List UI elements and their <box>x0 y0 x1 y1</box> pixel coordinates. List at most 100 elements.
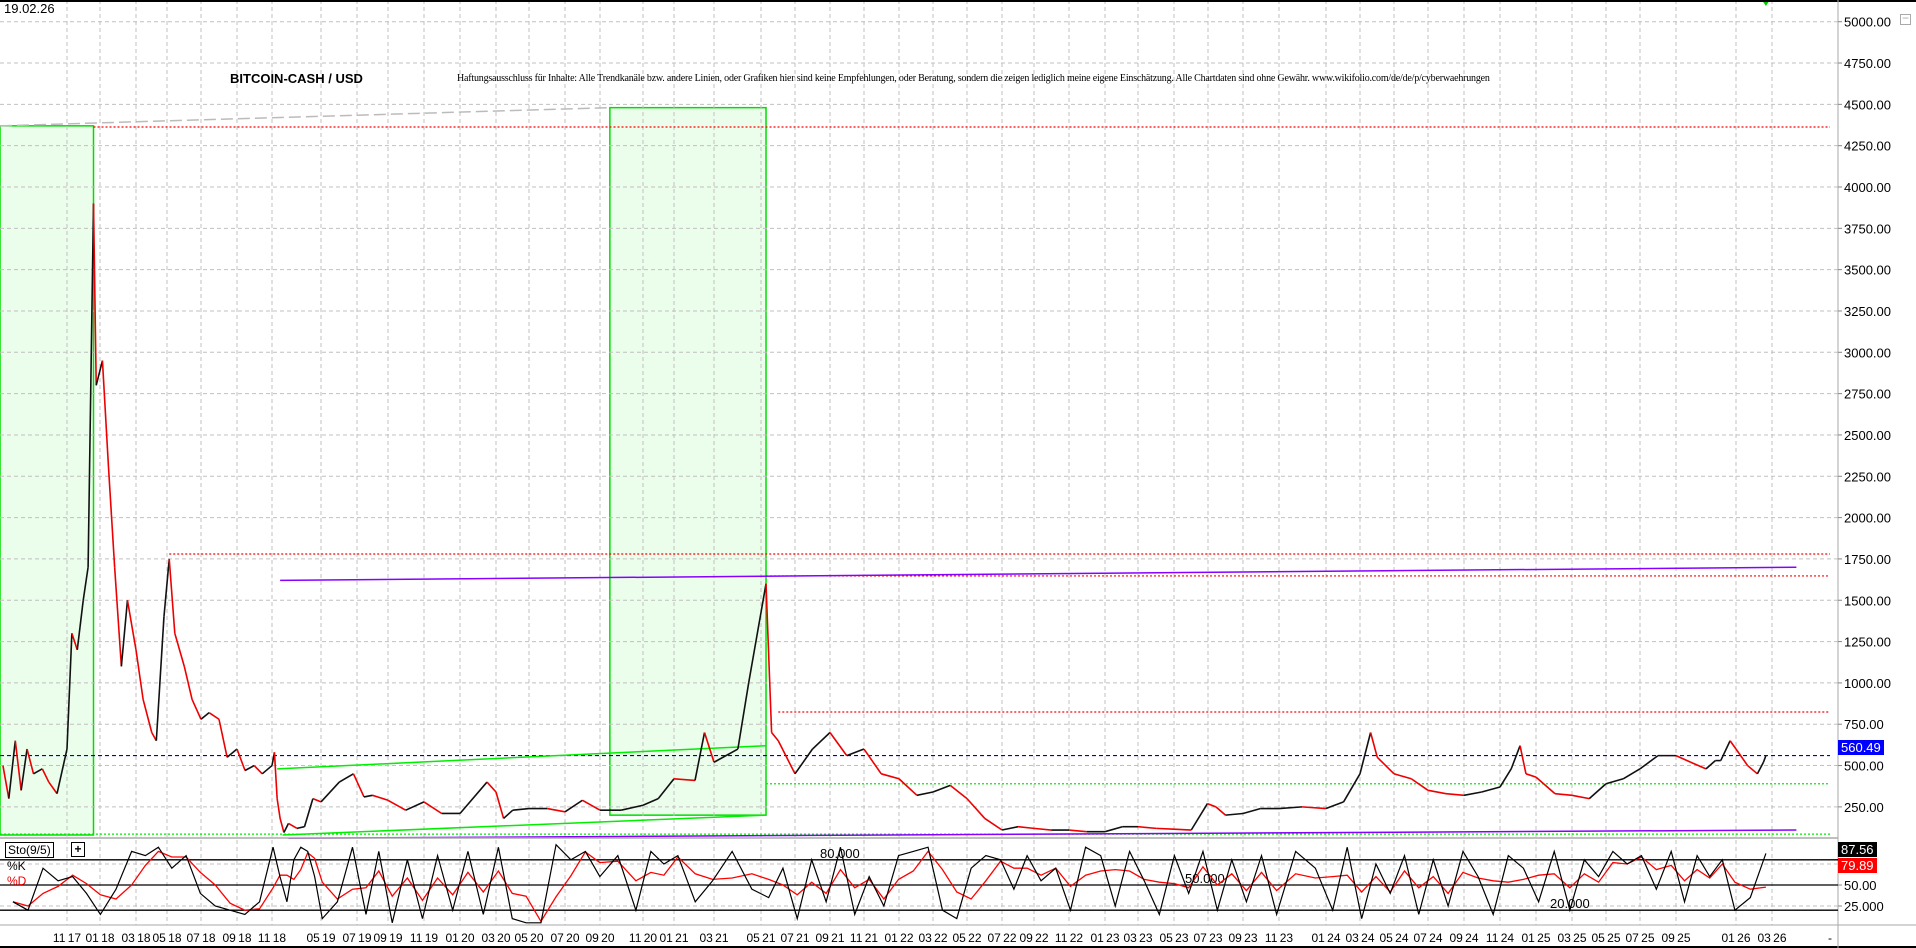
y-tick-label: 1250.00 <box>1844 635 1891 650</box>
x-tick-label: 03 26 <box>1757 931 1786 945</box>
price-segment <box>1302 806 1327 810</box>
price-segment <box>183 666 193 700</box>
x-tick-label: 07 21 <box>780 931 809 945</box>
price-segment <box>33 768 43 775</box>
y-tick-label: 750.00 <box>1844 717 1884 732</box>
price-segment <box>1445 792 1465 797</box>
price-segment <box>236 748 246 771</box>
price-segment <box>737 682 750 750</box>
price-segment <box>503 809 514 820</box>
price-segment <box>71 633 79 651</box>
price-segment <box>657 778 675 800</box>
x-tick-label: 07 24 <box>1413 931 1442 945</box>
price-segment <box>1242 807 1261 815</box>
price-segment <box>1463 791 1482 797</box>
x-tick-label: 11 17 <box>53 931 81 945</box>
price-segment <box>14 740 22 791</box>
price-segment <box>253 764 263 775</box>
x-tick-label: 11 21 <box>850 931 878 945</box>
y-tick-label: 5000.00 <box>1844 15 1891 30</box>
price-segment <box>703 732 715 763</box>
price-segment <box>1762 755 1767 763</box>
price-segment <box>1393 773 1412 780</box>
price-segment <box>1033 827 1052 831</box>
price-segment <box>777 740 796 775</box>
trend-line <box>0 106 610 127</box>
price-segment <box>1675 754 1692 763</box>
x-tick-label: 03 18 <box>121 931 150 945</box>
price-segment <box>1729 740 1737 750</box>
price-segment <box>620 804 644 811</box>
price-segment <box>126 600 137 650</box>
x-tick-label: 09 24 <box>1449 931 1478 945</box>
highlight-zone <box>0 125 95 836</box>
x-tick-label: 05 21 <box>746 931 775 945</box>
sto-y-tick-label: 50.00 <box>1844 878 1877 893</box>
price-segment <box>1427 789 1447 795</box>
x-tick-label: 03 22 <box>918 931 947 945</box>
price-segment <box>829 732 848 757</box>
stochastic-label[interactable]: Sto(9/5) <box>5 842 54 858</box>
price-segment <box>276 798 281 819</box>
x-tick-label: 03 20 <box>481 931 510 945</box>
price-segment <box>1605 778 1624 785</box>
price-segment <box>1225 812 1244 816</box>
price-segment <box>1756 761 1765 775</box>
y-tick-label: 4000.00 <box>1844 180 1891 195</box>
x-tick-label: 01 22 <box>884 931 913 945</box>
price-segment <box>966 798 986 819</box>
price-segment <box>26 748 35 775</box>
price-segment <box>1639 754 1659 770</box>
disclaimer-text: Haftungsausschluss für Inhalte: Alle Tre… <box>457 73 1490 84</box>
y-tick-label: 500.00 <box>1844 759 1884 774</box>
price-segment <box>1481 786 1501 793</box>
price-segment <box>694 732 706 781</box>
price-segment <box>423 801 443 815</box>
add-indicator-button[interactable]: + <box>71 842 85 857</box>
price-segment <box>87 203 95 568</box>
last-price-badge: 560.49 <box>1838 740 1884 755</box>
price-segment <box>495 791 505 819</box>
y-tick-label: 4250.00 <box>1844 139 1891 154</box>
y-tick-label: 3250.00 <box>1844 304 1891 319</box>
price-segment <box>765 583 773 733</box>
trend-line <box>282 814 767 836</box>
price-segment <box>512 807 530 811</box>
x-tick-label: 07 22 <box>987 931 1016 945</box>
x-tick-label: 03 24 <box>1345 931 1374 945</box>
price-segment <box>1325 801 1344 810</box>
price-segment <box>244 764 255 772</box>
price-segment <box>1359 732 1372 775</box>
sto-y-tick-label: 25.000 <box>1844 899 1884 914</box>
y-tick-label: 3500.00 <box>1844 263 1891 278</box>
price-segment <box>352 773 365 798</box>
x-tick-label: 01 23 <box>1090 931 1119 945</box>
price-segment <box>1510 745 1521 770</box>
price-segment <box>107 467 116 568</box>
y-tick-label: 2750.00 <box>1844 387 1891 402</box>
x-tick-label: 01 25 <box>1521 931 1550 945</box>
price-segment <box>82 567 89 601</box>
price-segment <box>1410 778 1429 792</box>
price-segment <box>1571 794 1590 800</box>
collapse-icon[interactable]: − <box>1900 11 1911 25</box>
y-tick-label: 4500.00 <box>1844 97 1891 112</box>
price-segment <box>1705 759 1716 770</box>
price-segment <box>387 799 407 811</box>
trend-line <box>277 744 767 770</box>
price-segment <box>582 799 601 811</box>
price-segment <box>713 748 739 763</box>
sto-k-line <box>12 843 1767 924</box>
x-tick-label: 09 25 <box>1661 931 1690 945</box>
d-legend: %D <box>7 874 27 888</box>
price-segment <box>48 781 58 795</box>
price-segment <box>92 203 98 386</box>
price-segment <box>747 583 767 684</box>
price-segment <box>283 823 290 833</box>
x-tick-label: 01 26 <box>1721 931 1750 945</box>
price-segment <box>288 822 298 830</box>
price-segment <box>1499 768 1512 788</box>
x-tick-label: 05 22 <box>952 931 981 945</box>
